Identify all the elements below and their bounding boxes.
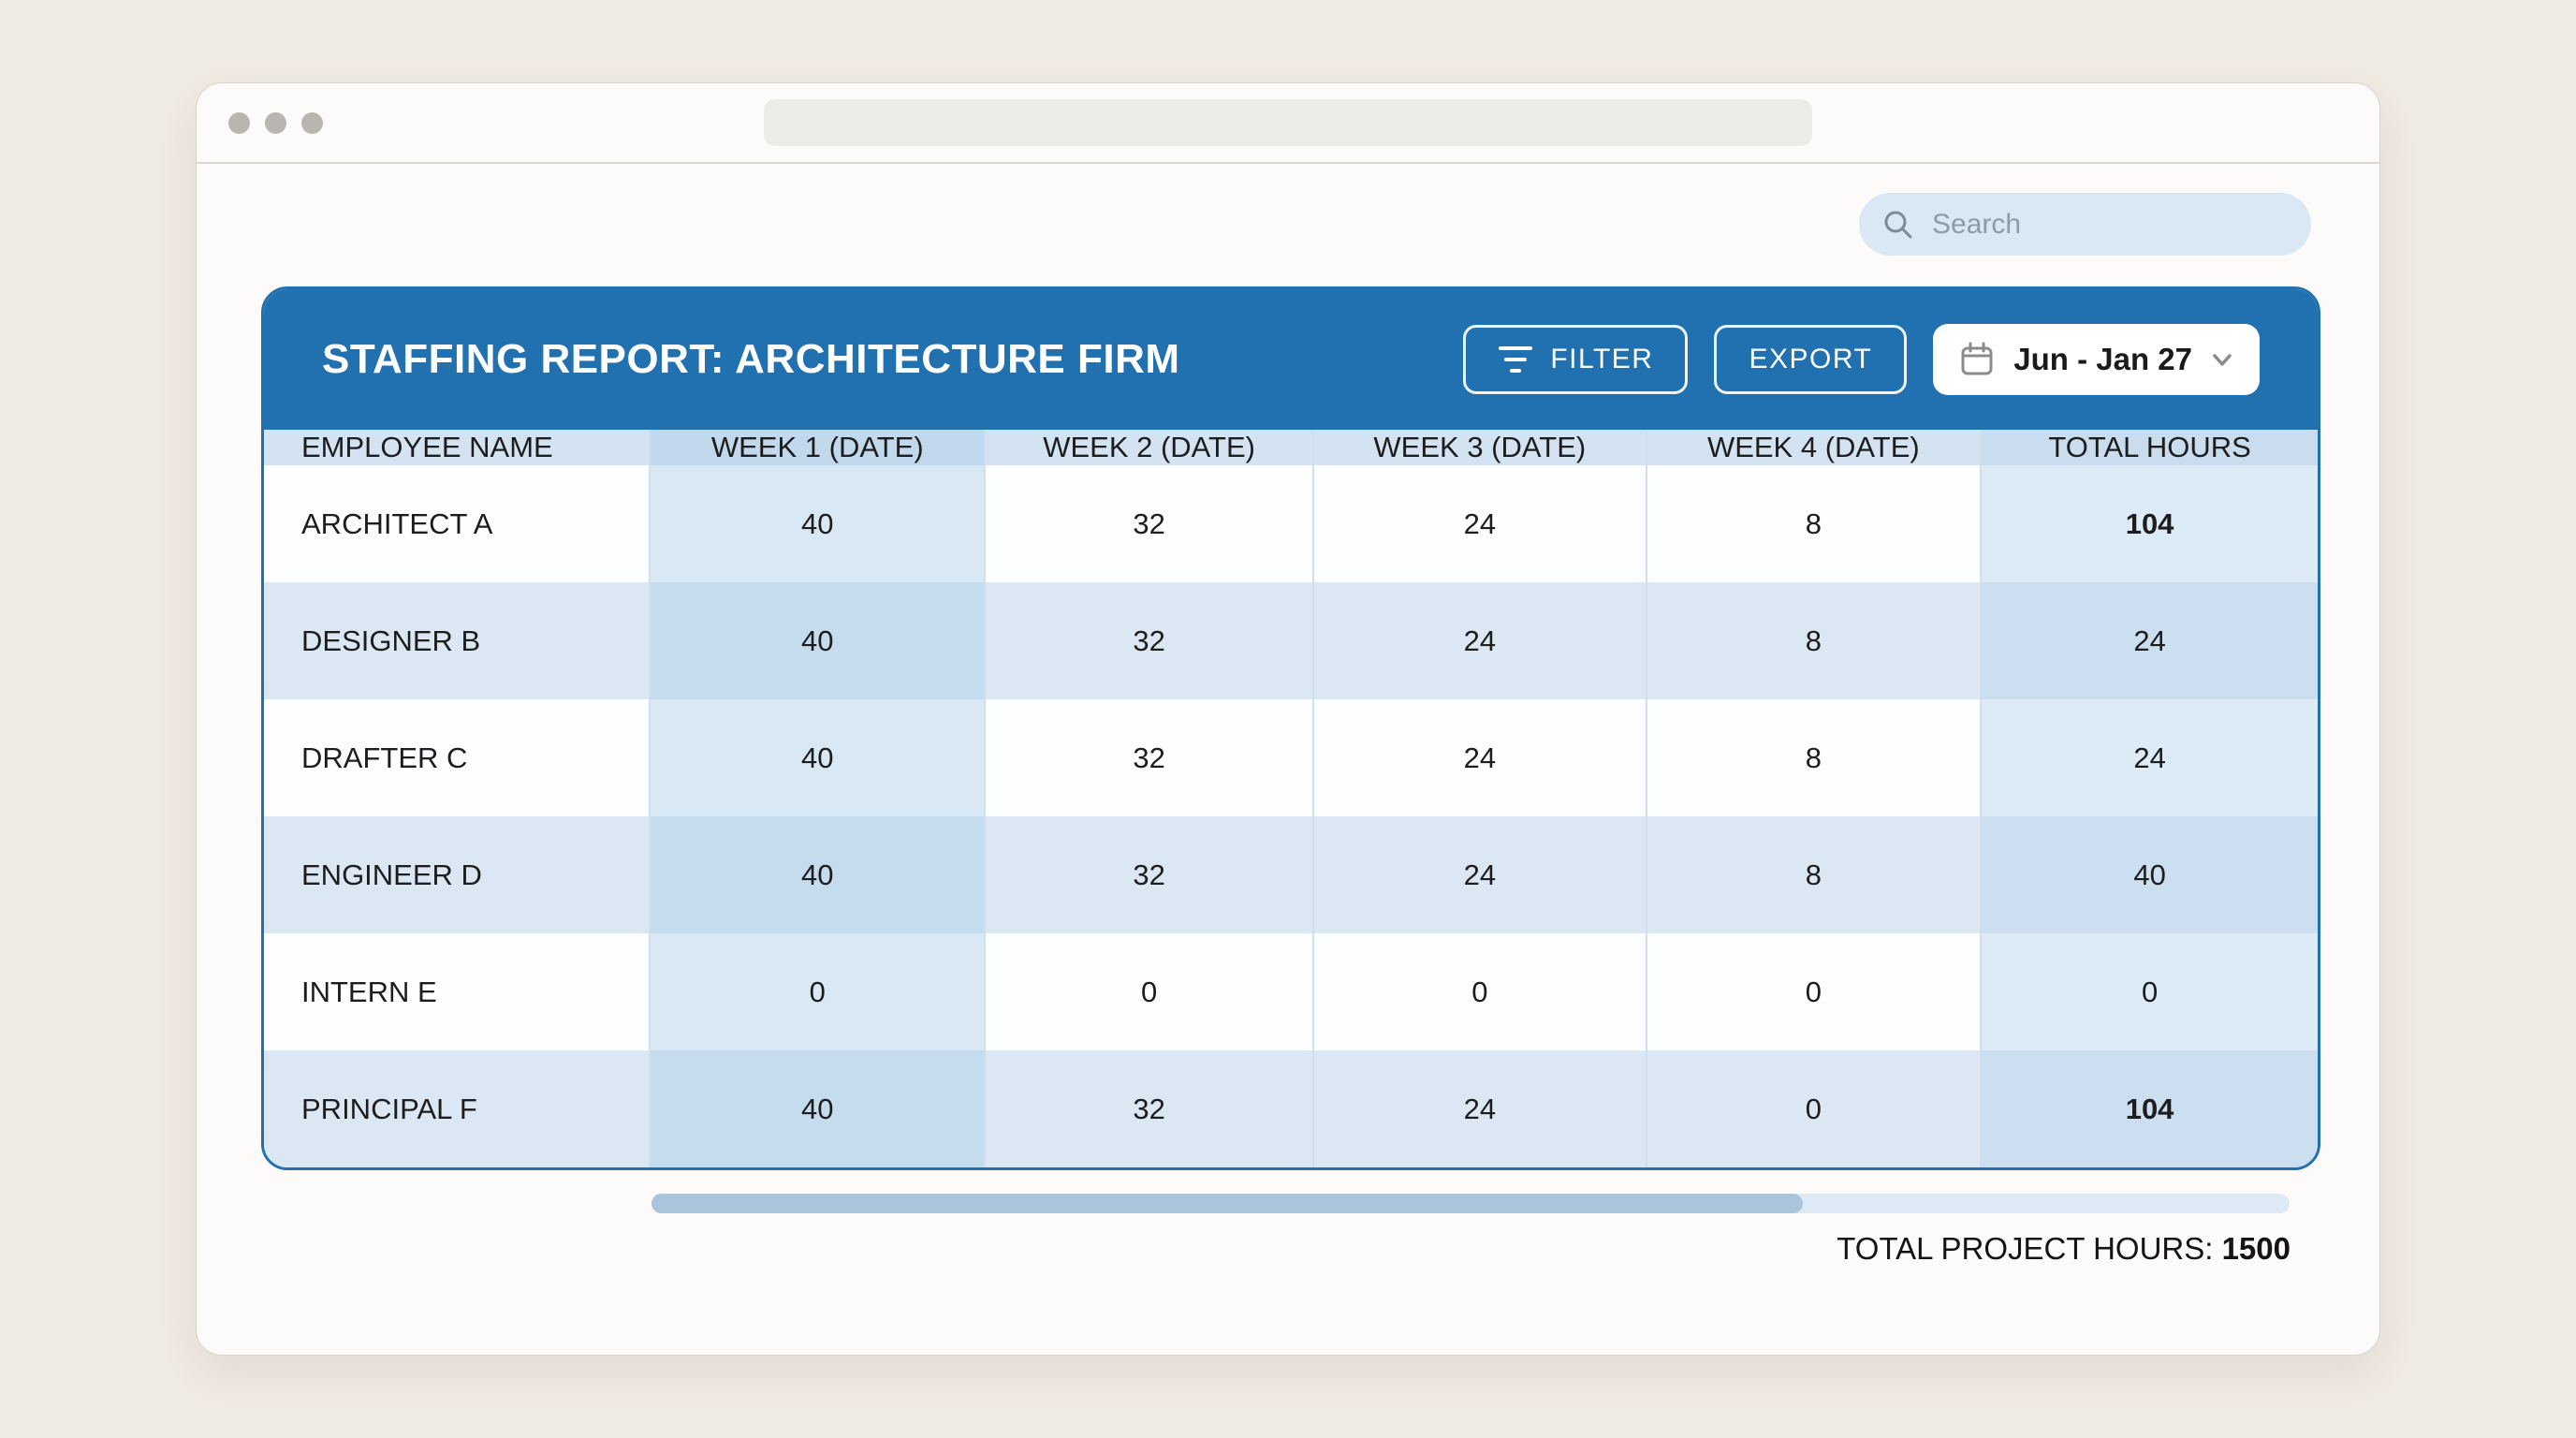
column-header-week4: WEEK 4 (DATE) [1646, 430, 1983, 465]
filter-button[interactable]: FILTER [1463, 325, 1689, 394]
column-header-week3: WEEK 3 (DATE) [1313, 430, 1647, 465]
total-hours-cell: 24 [1981, 699, 2318, 816]
employee-name-cell: DESIGNER B [264, 582, 651, 699]
filter-button-label: FILTER [1550, 344, 1654, 374]
week2-cell: 32 [985, 1050, 1315, 1167]
employee-name-cell: DRAFTER C [264, 699, 651, 816]
report-title: STAFFING REPORT: ARCHITECTURE FIRM [322, 336, 1180, 382]
total-hours-cell: 104 [1981, 465, 2318, 582]
horizontal-scrollbar[interactable] [651, 1194, 2290, 1213]
window-titlebar [197, 83, 2379, 164]
week4-cell: 8 [1646, 465, 1983, 582]
week2-cell: 32 [985, 816, 1315, 933]
week3-cell: 24 [1313, 582, 1647, 699]
table-row: ENGINEER D 40 32 24 8 40 [264, 816, 2318, 933]
search-input[interactable] [1930, 207, 2298, 242]
export-button-label: EXPORT [1749, 344, 1873, 374]
employee-name-cell: ARCHITECT A [264, 465, 651, 582]
report-actions: FILTER EXPORT Jun - Jan 27 [1463, 324, 2260, 395]
employee-name-cell: PRINCIPAL F [264, 1050, 651, 1167]
table-row: DRAFTER C 40 32 24 8 24 [264, 699, 2318, 816]
week4-cell: 8 [1646, 816, 1983, 933]
employee-name-cell: INTERN E [264, 933, 651, 1050]
window-control-dot[interactable] [265, 111, 286, 134]
week1-cell: 40 [650, 816, 987, 933]
search-icon [1884, 211, 1912, 238]
column-header-week2: WEEK 2 (DATE) [985, 430, 1315, 465]
staffing-report-card: STAFFING REPORT: ARCHITECTURE FIRM FILTE… [261, 286, 2320, 1170]
staffing-table: EMPLOYEE NAME WEEK 1 (DATE) WEEK 2 (DATE… [264, 430, 2318, 1167]
week2-cell: 32 [985, 582, 1315, 699]
column-header-week1: WEEK 1 (DATE) [650, 430, 987, 465]
week2-cell: 32 [985, 699, 1315, 816]
total-hours-cell: 104 [1981, 1050, 2318, 1167]
table-row: ARCHITECT A 40 32 24 8 104 [264, 465, 2318, 582]
total-hours-cell: 0 [1981, 933, 2318, 1050]
week2-cell: 0 [985, 933, 1315, 1050]
total-project-hours-value: 1500 [2221, 1231, 2291, 1266]
column-header-total-hours: TOTAL HOURS [1981, 430, 2318, 465]
week1-cell: 40 [650, 1050, 987, 1167]
window-control-dot[interactable] [301, 111, 323, 134]
date-range-picker[interactable]: Jun - Jan 27 [1933, 324, 2260, 395]
week3-cell: 24 [1313, 699, 1647, 816]
scrollbar-thumb[interactable] [651, 1194, 1804, 1213]
week1-cell: 40 [650, 699, 987, 816]
table-row: DESIGNER B 40 32 24 8 24 [264, 582, 2318, 699]
employee-name-cell: ENGINEER D [264, 816, 651, 933]
week3-cell: 0 [1313, 933, 1647, 1050]
table-row: INTERN E 0 0 0 0 0 [264, 933, 2318, 1050]
week1-cell: 40 [650, 465, 987, 582]
week3-cell: 24 [1313, 1050, 1647, 1167]
total-hours-cell: 24 [1981, 582, 2318, 699]
week1-cell: 40 [650, 582, 987, 699]
week4-cell: 8 [1646, 699, 1983, 816]
browser-window: STAFFING REPORT: ARCHITECTURE FIRM FILTE… [196, 82, 2380, 1356]
filter-icon [1498, 346, 1533, 373]
calendar-icon [1961, 342, 1993, 375]
report-header: STAFFING REPORT: ARCHITECTURE FIRM FILTE… [264, 289, 2318, 430]
chevron-down-icon [2213, 354, 2232, 366]
week4-cell: 0 [1646, 933, 1983, 1050]
date-range-label: Jun - Jan 27 [2013, 342, 2192, 376]
total-project-hours: TOTAL PROJECT HOURS: 1500 [1837, 1231, 2291, 1267]
total-project-hours-label: TOTAL PROJECT HOURS: [1837, 1231, 2214, 1266]
window-control-dot[interactable] [228, 111, 250, 134]
week2-cell: 32 [985, 465, 1315, 582]
column-header-employee-name: EMPLOYEE NAME [264, 430, 651, 465]
address-bar[interactable] [764, 99, 1812, 146]
week3-cell: 24 [1313, 465, 1647, 582]
window-control-dots[interactable] [228, 111, 323, 134]
week4-cell: 0 [1646, 1050, 1983, 1167]
export-button[interactable]: EXPORT [1714, 325, 1908, 394]
total-hours-cell: 40 [1981, 816, 2318, 933]
week1-cell: 0 [650, 933, 987, 1050]
search-box[interactable] [1859, 193, 2311, 256]
week3-cell: 24 [1313, 816, 1647, 933]
week4-cell: 8 [1646, 582, 1983, 699]
table-row: PRINCIPAL F 40 32 24 0 104 [264, 1050, 2318, 1167]
table-header-row: EMPLOYEE NAME WEEK 1 (DATE) WEEK 2 (DATE… [264, 430, 2318, 465]
